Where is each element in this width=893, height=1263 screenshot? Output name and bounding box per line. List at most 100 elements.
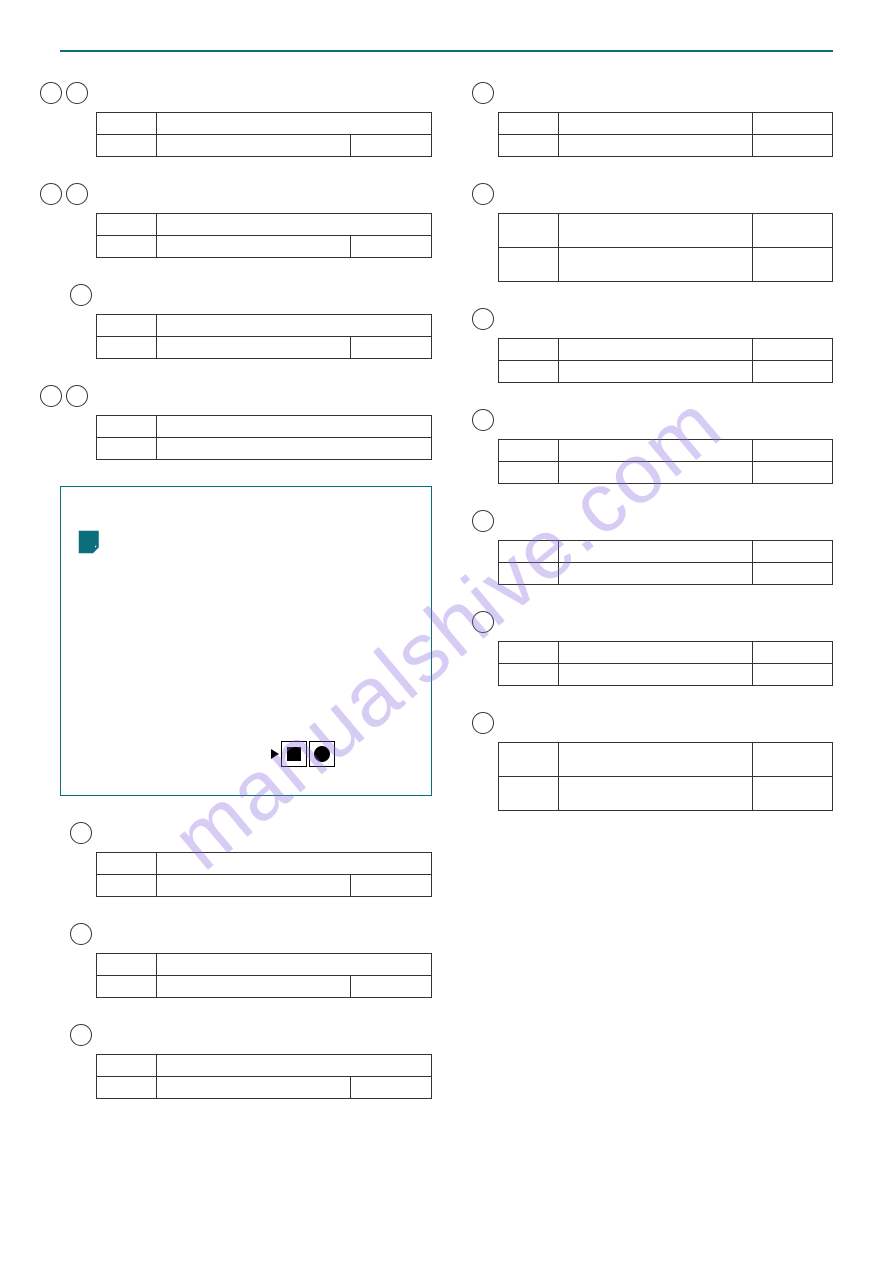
param-block — [60, 822, 432, 897]
param-block — [462, 712, 834, 811]
param-table — [96, 314, 432, 359]
block-header — [40, 385, 432, 407]
param-block — [462, 510, 834, 585]
bullet-circle-icon — [40, 183, 62, 205]
bullet-circle-icon — [40, 82, 62, 104]
table-row — [498, 440, 833, 462]
table-row — [97, 976, 432, 998]
param-table — [96, 415, 432, 460]
table-row — [498, 642, 833, 664]
bullet-circle-icon — [66, 385, 88, 407]
block-header — [472, 409, 834, 431]
param-block — [60, 923, 432, 998]
block-header — [70, 284, 432, 306]
param-block — [462, 409, 834, 484]
table-row — [498, 462, 833, 484]
param-table — [498, 641, 834, 686]
table-row — [97, 416, 432, 438]
table-row — [498, 743, 833, 777]
table-row — [97, 337, 432, 359]
param-block — [60, 385, 432, 460]
param-table — [96, 213, 432, 258]
bullet-circle-icon — [70, 923, 92, 945]
table-row — [498, 248, 833, 282]
bullet-circle-icon — [472, 82, 494, 104]
table-row — [97, 875, 432, 897]
stop-button[interactable] — [281, 741, 307, 767]
bullet-circle-icon — [472, 183, 494, 205]
recorder-controls — [271, 741, 335, 767]
block-header — [472, 510, 834, 532]
bullet-circle-icon — [66, 183, 88, 205]
table-row — [97, 954, 432, 976]
bullet-circle-icon — [472, 510, 494, 532]
bullet-circle-icon — [40, 385, 62, 407]
table-row — [498, 113, 833, 135]
param-block — [60, 183, 432, 258]
table-row — [97, 113, 432, 135]
table-row — [97, 214, 432, 236]
param-block — [60, 1024, 432, 1099]
table-row — [498, 777, 833, 811]
bullet-circle-icon — [472, 409, 494, 431]
bullet-circle-icon — [70, 1024, 92, 1046]
table-row — [97, 438, 432, 460]
block-header — [40, 82, 432, 104]
table-row — [498, 541, 833, 563]
table-row — [498, 214, 833, 248]
block-header — [472, 308, 834, 330]
bullet-circle-icon — [66, 82, 88, 104]
block-header — [70, 822, 432, 844]
bullet-circle-icon — [70, 822, 92, 844]
param-block — [60, 284, 432, 359]
param-block — [462, 183, 834, 282]
block-header — [472, 82, 834, 104]
block-header — [70, 1024, 432, 1046]
param-table — [96, 852, 432, 897]
block-header — [472, 183, 834, 205]
param-block — [462, 611, 834, 686]
bullet-circle-icon — [472, 308, 494, 330]
param-table — [498, 213, 834, 282]
block-header — [472, 712, 834, 734]
param-table — [96, 112, 432, 157]
param-table — [96, 953, 432, 998]
table-row — [97, 853, 432, 875]
note-icon — [75, 527, 105, 557]
param-table — [498, 338, 834, 383]
param-table — [498, 742, 834, 811]
table-row — [97, 315, 432, 337]
two-column-layout — [60, 82, 833, 1125]
block-header — [40, 183, 432, 205]
note-box — [60, 486, 432, 796]
page: manualshive.com — [0, 0, 893, 1263]
block-header — [70, 923, 432, 945]
bullet-circle-icon — [472, 712, 494, 734]
table-row — [97, 1077, 432, 1099]
table-row — [97, 1055, 432, 1077]
bullet-circle-icon — [70, 284, 92, 306]
table-row — [498, 664, 833, 686]
record-button[interactable] — [309, 741, 335, 767]
left-column — [60, 82, 432, 1125]
table-row — [498, 339, 833, 361]
block-header — [472, 611, 834, 633]
bullet-circle-icon — [472, 611, 494, 633]
table-row — [498, 135, 833, 157]
param-table — [498, 540, 834, 585]
table-row — [97, 135, 432, 157]
record-icon — [314, 746, 330, 762]
stop-icon — [287, 747, 301, 761]
table-row — [498, 361, 833, 383]
param-table — [498, 112, 834, 157]
table-row — [498, 563, 833, 585]
table-row — [97, 236, 432, 258]
right-column — [462, 82, 834, 1125]
play-icon — [271, 749, 279, 759]
param-block — [462, 308, 834, 383]
param-block — [462, 82, 834, 157]
param-table — [498, 439, 834, 484]
param-block — [60, 82, 432, 157]
param-table — [96, 1054, 432, 1099]
header-rule — [60, 50, 833, 52]
